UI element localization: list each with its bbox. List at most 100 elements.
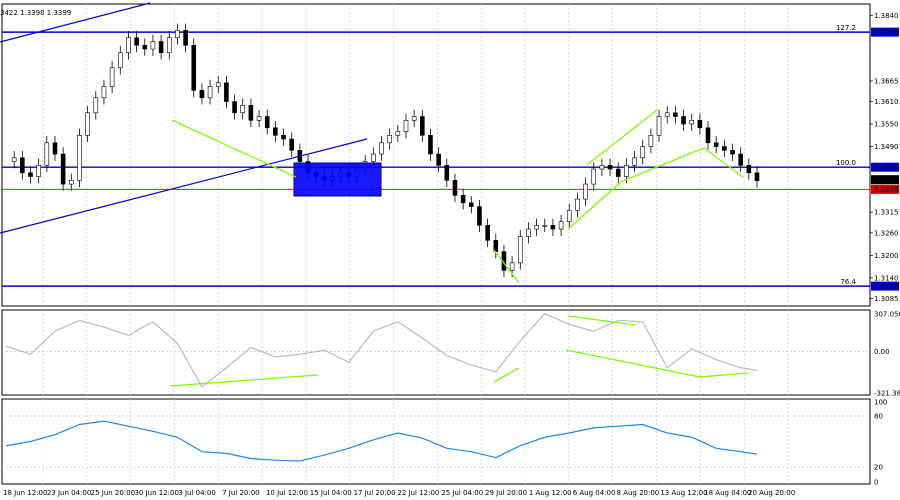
candle-body	[558, 221, 564, 230]
candle-body	[534, 225, 539, 230]
candle-body	[509, 262, 515, 271]
candle-body	[126, 37, 131, 54]
panel-frame-2	[1, 309, 871, 396]
candle-body	[281, 135, 286, 140]
current-price-label: 1.3399	[874, 176, 899, 184]
y-tick-label: 1.3140	[874, 274, 899, 282]
price-level-box	[871, 162, 899, 172]
x-tick-label: 23 Jun 04:00	[47, 489, 91, 497]
x-tick-label: 10 Jul 12:00	[266, 489, 308, 497]
candle-body	[28, 172, 33, 177]
x-tick-label: 22 Jul 12:00	[397, 489, 439, 497]
candle-body	[746, 165, 752, 174]
divergence-line	[703, 147, 744, 178]
osc-divergence-line	[565, 349, 701, 378]
candle-body	[730, 150, 735, 155]
candle-body	[583, 183, 588, 200]
divergence-line	[171, 119, 297, 178]
candle-body	[664, 112, 670, 117]
candle-body	[36, 165, 41, 177]
candle-body	[428, 135, 433, 155]
panel-frame-1	[1, 3, 871, 307]
x-tick-label: 13 Aug 12:00	[660, 489, 707, 497]
y-tick-label: 1.3490	[874, 143, 899, 151]
candle-body	[215, 82, 221, 87]
y-tick-label: 1.3315	[874, 209, 899, 217]
candle-body	[673, 112, 678, 117]
candle-body	[199, 89, 205, 99]
candle-body	[93, 97, 99, 114]
candle-body	[248, 104, 254, 121]
price-level-box	[871, 184, 899, 194]
x-tick-label: 7 Jul 20:00	[222, 489, 260, 497]
divergence-line	[493, 249, 520, 284]
ohlc-readout: 3422 1.3398 1.3399	[0, 9, 72, 17]
candle-body	[69, 180, 74, 185]
candle-body	[264, 116, 270, 129]
candle-body	[452, 180, 458, 196]
candle-body	[403, 119, 409, 132]
x-tick-label: 25 Jun 20:00	[91, 489, 135, 497]
x-tick-label: 30 Jun 12:00	[134, 489, 178, 497]
x-tick-label: 17 Jul 20:00	[354, 489, 396, 497]
price-level-label: 1.3376	[874, 186, 899, 194]
y-tick-label: 1.3550	[874, 121, 899, 129]
candle-body	[436, 153, 441, 166]
osc-tick-label: 0.00	[874, 348, 890, 356]
panel-frame-3	[1, 398, 871, 485]
x-tick-label: 18 Aug 04:00	[704, 489, 751, 497]
candle-body	[485, 225, 490, 241]
candle-body	[11, 157, 17, 162]
candle-body	[689, 119, 694, 125]
candle-body	[697, 119, 703, 129]
candle-body	[142, 44, 148, 50]
candle-body	[477, 206, 482, 226]
x-tick-label: 29 Jul 20:00	[485, 489, 527, 497]
candle-body	[411, 116, 417, 121]
candle-body	[183, 29, 188, 46]
osc-divergence-line	[493, 367, 520, 383]
y-tick-label: 1.3840	[874, 12, 899, 20]
y-tick-label: 1.3200	[874, 252, 899, 260]
price-level-box	[871, 281, 899, 291]
price-level-label: 1.3118	[874, 283, 899, 291]
candle-body	[150, 41, 156, 50]
candle-body	[60, 153, 66, 185]
x-tick-label: 15 Jul 04:00	[310, 489, 352, 497]
x-tick-label: 18 Jun 12:00	[3, 489, 47, 497]
candle-body	[566, 210, 572, 222]
candle-body	[722, 146, 727, 151]
candle-body	[117, 52, 123, 69]
candle-body	[395, 131, 401, 136]
candle-body	[232, 101, 237, 114]
candle-body	[705, 127, 711, 144]
candle-body	[624, 165, 629, 177]
candle-body	[240, 104, 246, 114]
candle-body	[575, 198, 580, 211]
candle-body	[20, 157, 25, 174]
price-level-label: 1.3435	[874, 164, 899, 172]
rsi-tick-label: 0	[874, 479, 878, 487]
price-level-label: 1.3795	[874, 29, 899, 37]
divergence-line	[586, 109, 658, 166]
candle-body	[224, 82, 229, 102]
channel-upper-line	[0, 2, 151, 43]
candle-body	[640, 146, 646, 159]
rsi-line	[5, 420, 758, 462]
y-tick-label: 1.3665	[874, 77, 899, 85]
rsi-tick-label: 100	[874, 399, 887, 407]
candle-body	[52, 142, 58, 155]
oscillator-line	[5, 312, 758, 388]
candle-body	[656, 116, 662, 136]
candle-body	[109, 67, 115, 87]
candle-body	[158, 41, 164, 54]
candle-body	[517, 236, 523, 264]
candle-body	[420, 116, 425, 136]
candle-body	[648, 135, 654, 147]
x-tick-label: 25 Jul 04:00	[441, 489, 483, 497]
osc-divergence-line	[699, 372, 749, 378]
candle-body	[632, 157, 637, 166]
candle-body	[191, 44, 197, 91]
candle-body	[134, 37, 139, 46]
